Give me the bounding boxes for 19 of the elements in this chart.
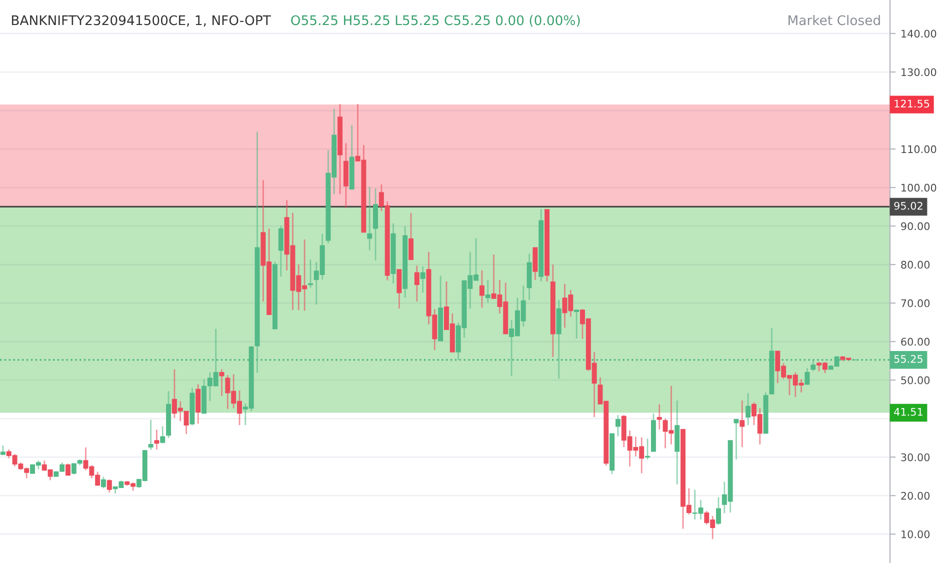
ref-line-label: 95.02 — [894, 202, 922, 210]
band-label: 121.55 — [894, 100, 930, 108]
y-tick-label: 10.00 — [902, 530, 930, 538]
y-tick-label: 80.00 — [901, 260, 930, 269]
y-tick-label: 20.00 — [901, 492, 930, 500]
y-tick-label: 50.00 — [901, 376, 930, 384]
y-tick-label: 140.00 — [902, 30, 936, 38]
y-tick-label: 60.00 — [901, 338, 930, 346]
text: O55.25 H55.25 L55.25 C55.25 0.00 (0.00%) — [291, 15, 580, 27]
y-tick-label: 130.00 — [902, 68, 936, 76]
band-label: 41.51 — [894, 408, 922, 416]
y-tick-label: 100.00 — [902, 184, 936, 192]
y-tick-label: 110.00 — [902, 145, 936, 154]
annotation: Market Closed — [788, 15, 880, 26]
y-tick-label: 30.00 — [901, 453, 930, 462]
y-tick-label: 90.00 — [901, 222, 930, 230]
ref-line-label: 55.25 — [894, 355, 922, 363]
y-tick-label: 70.00 — [901, 299, 930, 308]
text: BANKNIFTY2320941500CE, 1, NFO-OPT — [12, 15, 271, 27]
